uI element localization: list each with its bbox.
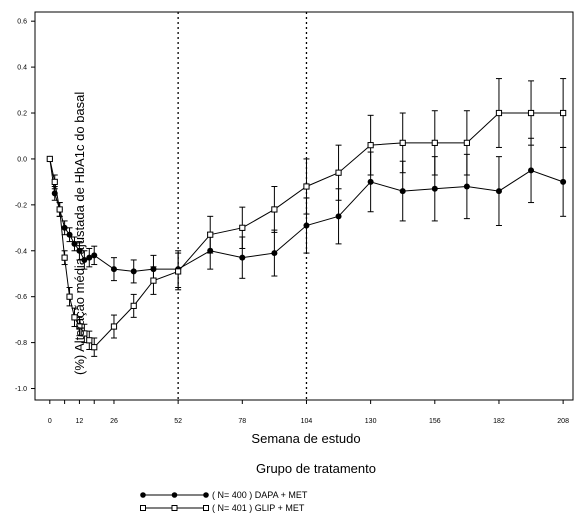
y-tick-label: -0.2: [15, 202, 27, 209]
data-point: [110, 323, 118, 330]
data-point: [560, 178, 567, 185]
data-point: [239, 254, 246, 261]
legend-marker: [171, 492, 178, 498]
data-point: [76, 247, 83, 254]
data-point: [130, 268, 137, 275]
data-point: [86, 254, 93, 261]
series-layer: [46, 78, 567, 357]
legend: ( N= 400 ) DAPA + MET ( N= 401 ) GLIP + M…: [140, 490, 308, 513]
y-tick-label: 0.6: [17, 19, 27, 26]
data-point: [71, 314, 78, 321]
legend-label: ( N= 400 ) DAPA + MET: [212, 490, 308, 500]
data-point: [495, 188, 502, 195]
x-tick-label: 52: [174, 418, 182, 425]
x-tick-label: 0: [48, 418, 52, 425]
data-point: [71, 240, 78, 247]
data-point: [527, 109, 535, 117]
y-tick-label: -0.4: [15, 248, 27, 255]
data-point: [560, 109, 567, 117]
data-point: [61, 254, 68, 261]
data-point: [175, 268, 182, 275]
reference-lines: [177, 12, 308, 400]
data-point: [367, 178, 374, 185]
data-point: [271, 206, 278, 213]
x-tick-label: 104: [301, 418, 313, 425]
data-point: [367, 142, 374, 149]
data-point: [207, 231, 214, 238]
x-tick-label: 182: [493, 418, 505, 425]
y-tick-label: -1.0: [15, 386, 27, 393]
data-point: [76, 323, 83, 330]
y-tick-label: 0.0: [17, 156, 27, 163]
data-point: [81, 330, 88, 337]
data-point: [303, 183, 310, 190]
data-point: [46, 155, 53, 163]
legend-marker: [140, 505, 146, 511]
x-tick-label: 156: [429, 418, 441, 425]
data-point: [528, 167, 535, 174]
data-point: [303, 222, 310, 229]
legend-title: Grupo de tratamento: [256, 461, 376, 476]
x-tick-label: 130: [365, 418, 377, 425]
legend-item: ( N= 400 ) DAPA + MET: [140, 490, 308, 500]
legend-marker: [140, 492, 146, 498]
data-point: [150, 277, 157, 284]
x-axis: 0 12 26 52 78 104 130 156 182 208: [48, 400, 569, 425]
y-tick-label: 0.2: [17, 111, 27, 118]
data-point: [86, 337, 93, 344]
x-axis-label: Semana de estudo: [251, 431, 360, 446]
legend-marker: [171, 505, 178, 511]
data-point: [239, 224, 246, 231]
y-tick-label: -0.8: [15, 340, 27, 347]
data-point: [56, 206, 63, 213]
series-2: [46, 78, 567, 357]
data-point: [463, 183, 470, 190]
plot-frame: [34, 11, 574, 401]
data-point: [66, 231, 73, 238]
y-axis-label: (%) Alteração média ajustada de HbA1c do…: [72, 92, 87, 375]
y-axis: 0.6 0.4 0.2 0.0 -0.2 -0.4 -0.6 -0.8 -1.0: [15, 19, 35, 393]
data-point: [91, 252, 98, 259]
data-point: [271, 250, 278, 257]
data-point: [335, 169, 342, 176]
x-tick-label: 208: [557, 418, 569, 425]
data-point: [431, 139, 438, 146]
x-tick-label: 78: [238, 418, 246, 425]
data-point: [399, 188, 406, 195]
data-point: [110, 266, 117, 273]
data-point: [431, 185, 438, 192]
data-point: [495, 109, 503, 117]
data-point: [463, 139, 470, 146]
data-point: [335, 213, 342, 220]
data-point: [66, 293, 73, 300]
series-1: [46, 137, 567, 289]
data-point: [81, 256, 88, 263]
x-tick-label: 12: [76, 418, 84, 425]
data-point: [399, 139, 406, 146]
y-tick-label: 0.4: [17, 65, 27, 72]
legend-label: ( N= 401 ) GLIP + MET: [212, 503, 305, 513]
data-point: [61, 224, 68, 231]
data-point: [51, 178, 58, 185]
series-line: [49, 112, 564, 348]
x-tick-label: 26: [110, 418, 118, 425]
legend-marker: [203, 492, 209, 498]
y-tick-label: -0.6: [15, 294, 27, 301]
data-point: [130, 302, 137, 309]
legend-marker: [203, 505, 209, 511]
legend-item: ( N= 401 ) GLIP + MET: [140, 503, 305, 513]
data-point: [91, 344, 98, 351]
